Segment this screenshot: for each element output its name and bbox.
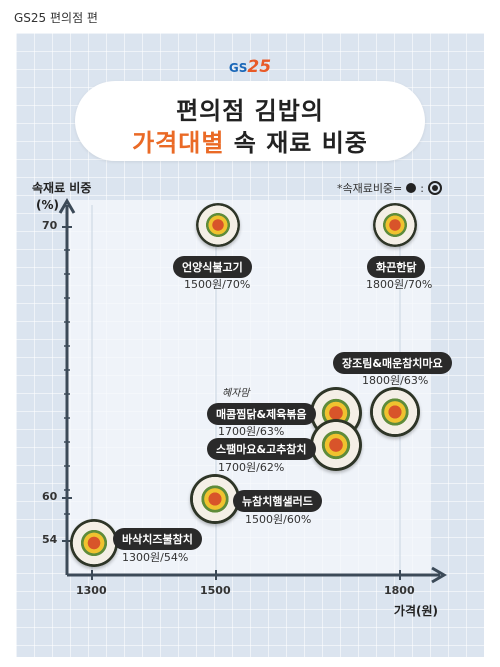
title-highlight: 가격대별: [132, 129, 225, 157]
y-tick-label: 70: [42, 219, 58, 232]
y-axis-label: 속재료 비중 (%): [32, 180, 112, 214]
point-value-label: 1800원/63%: [362, 374, 429, 387]
gs25-logo: GS25: [228, 57, 272, 77]
point-name-label: 매콤찜닭&제육볶음: [207, 403, 316, 425]
point-value-label: 1300원/54%: [122, 551, 189, 564]
y-tick-label: 60: [42, 490, 58, 503]
y-axis-label-line2: (%): [36, 198, 59, 212]
point-name-label: 뉴참치햄샐러드: [233, 490, 322, 512]
title-line2: 가격대별 속 재료 비중: [75, 123, 425, 158]
kimbap-point-icon: [373, 203, 417, 247]
legend-dot-icon: [406, 183, 417, 193]
kimbap-point-icon: [196, 203, 240, 247]
legend-ring-icon: [428, 181, 442, 195]
point-value-label: 1800원/70%: [366, 278, 433, 291]
point-name-label: 장조림&매운참치마요: [333, 352, 452, 374]
point-name-label: 화끈한닭: [367, 256, 426, 278]
kimbap-point-icon: [310, 419, 362, 471]
legend-text: *속재료비중=: [336, 182, 403, 195]
kimbap-point-icon: [190, 474, 240, 524]
x-tick-label: 1500: [200, 584, 231, 597]
x-axis-label: 가격(원): [393, 604, 438, 618]
point-name-label: 언양식불고기: [173, 256, 252, 278]
kimbap-point-icon: [70, 519, 118, 567]
title-rest: 속 재료 비중: [224, 129, 368, 157]
point-name-label: 스팸마요&고추참치: [207, 438, 316, 460]
point-name-label: 바삭치즈불참치: [113, 528, 202, 550]
page-title: GS25 편의점 편: [14, 11, 98, 25]
x-tick-label: 1300: [76, 584, 107, 597]
point-value-label: 1500원/70%: [184, 278, 251, 291]
x-tick-label: 1800: [384, 584, 415, 597]
x-axis-arrow-icon: [431, 566, 447, 584]
kimbap-point-icon: [370, 387, 420, 437]
title-card: 편의점 김밥의 가격대별 속 재료 비중: [75, 81, 425, 161]
point-note-label: 혜자맘: [222, 388, 250, 399]
title-line1: 편의점 김밥의: [176, 97, 324, 125]
y-tick-label: 54: [42, 533, 58, 546]
y-axis-arrow-icon: [58, 198, 76, 214]
legend: *속재료비중= :: [337, 180, 442, 196]
y-axis-label-line1: 속재료 비중: [32, 181, 92, 195]
point-value-label: 1700원/62%: [218, 461, 285, 474]
point-value-label: 1500원/60%: [245, 513, 312, 526]
point-value-label: 1700원/63%: [218, 425, 285, 438]
legend-colon: :: [420, 181, 424, 195]
